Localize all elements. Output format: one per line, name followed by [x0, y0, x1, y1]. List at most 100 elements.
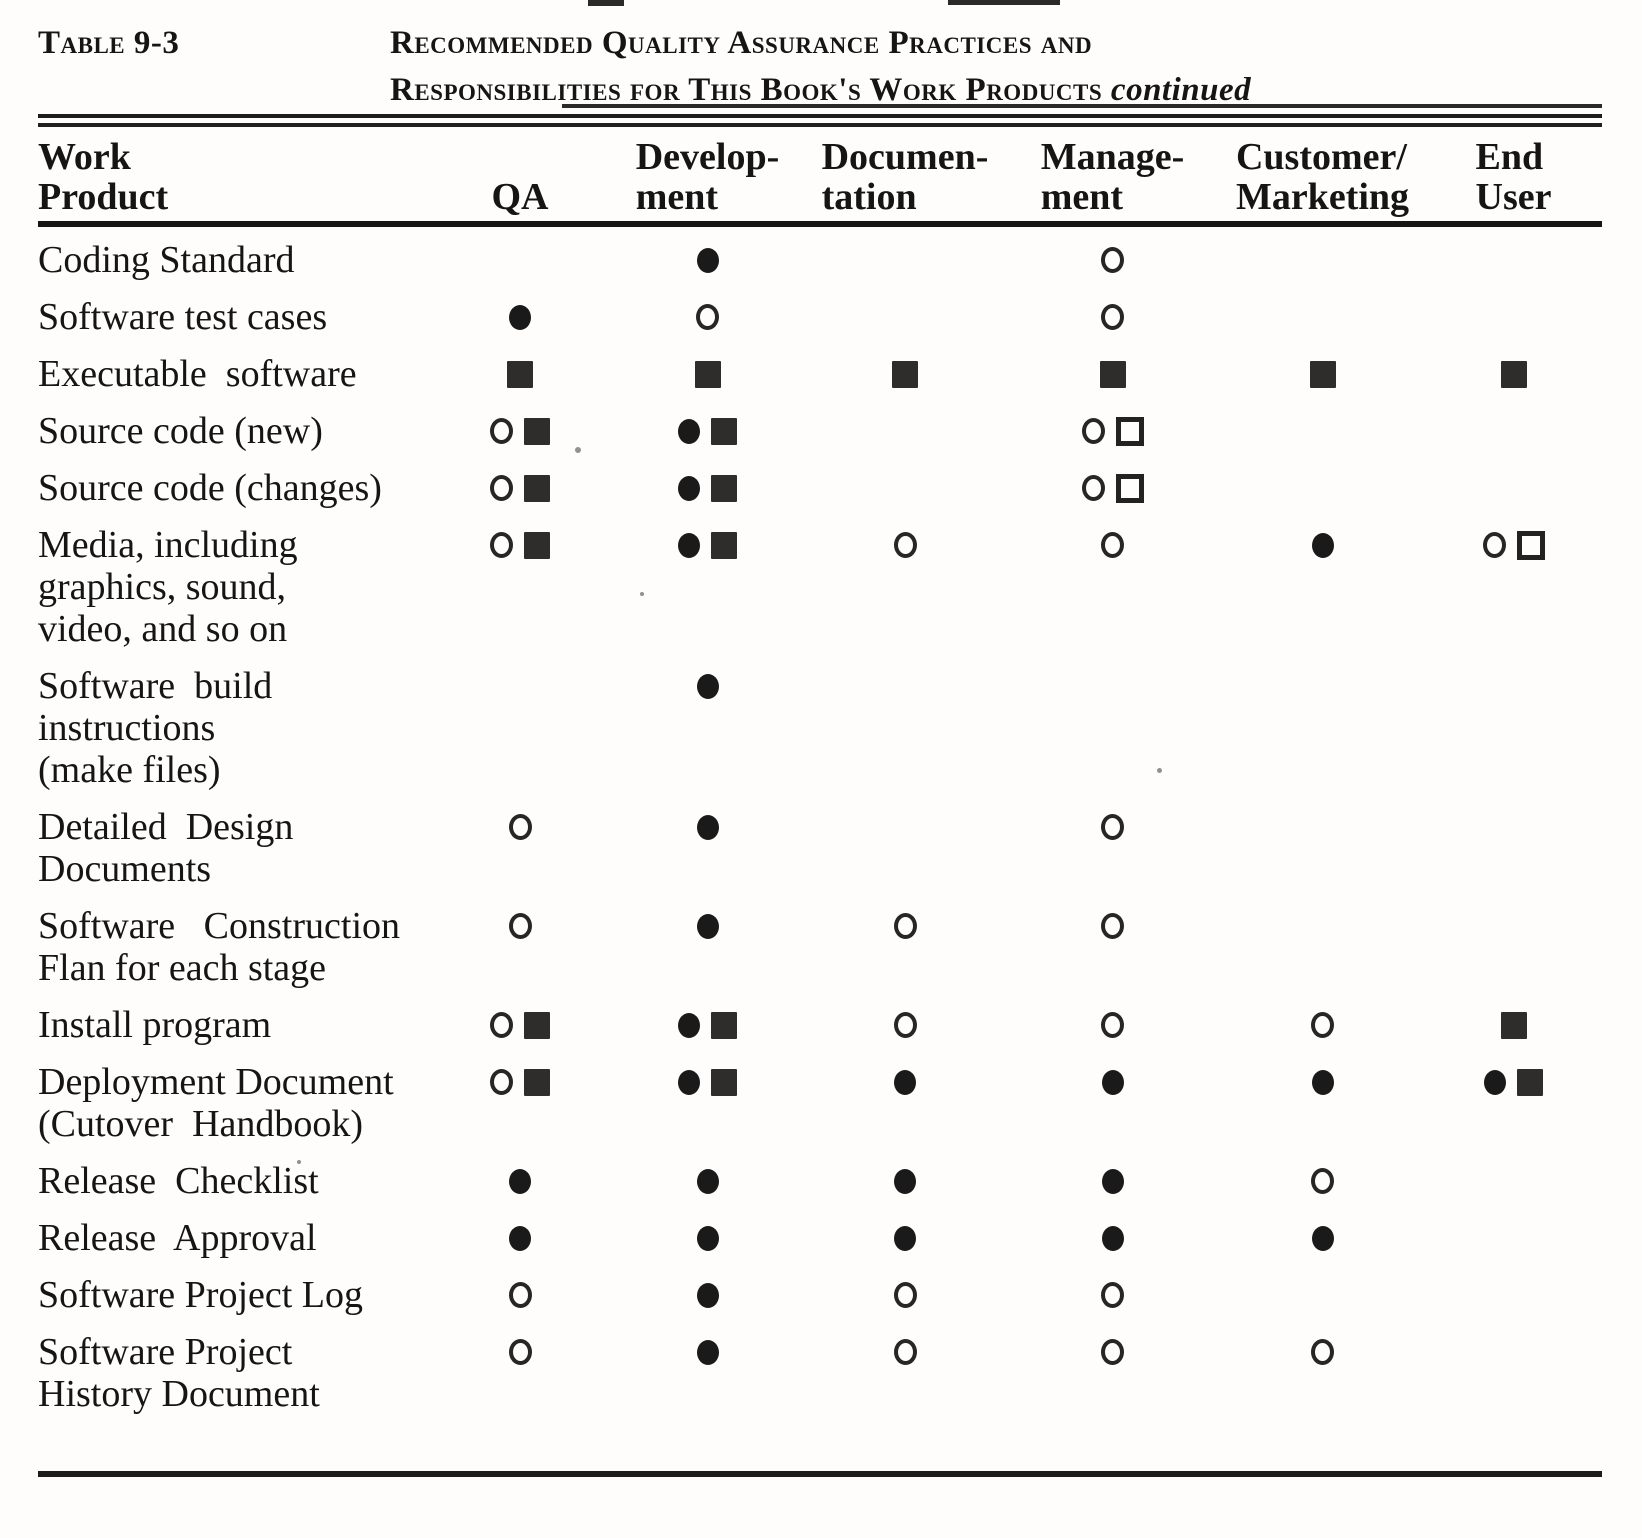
- symbol-cell-management: [1005, 1004, 1220, 1046]
- symbol-cell-customer-marketing: [1220, 467, 1425, 509]
- scan-artifact: [588, 0, 624, 6]
- symbol-cell-customer-marketing: [1220, 410, 1425, 452]
- work-product-label: Install program: [38, 1004, 430, 1046]
- symbol-cell-end-user: [1425, 239, 1602, 281]
- filled-circle-icon: [696, 1225, 719, 1251]
- filled-circle-icon: [678, 1069, 700, 1095]
- symbol-cell-qa: [430, 296, 610, 338]
- symbol-cell-qa: [430, 239, 610, 281]
- symbol-cell-management: [1005, 524, 1220, 566]
- scan-speck: [575, 447, 581, 453]
- table-row: Software Project History Document: [38, 1331, 1602, 1415]
- filled-circle-icon: [894, 1069, 916, 1095]
- work-product-line: (make files): [38, 749, 221, 791]
- filled-square-icon: [1517, 1068, 1543, 1096]
- work-product-line: Software build: [38, 665, 273, 707]
- open-circle-icon: [490, 418, 513, 444]
- column-header-end-user: End User: [1475, 136, 1552, 218]
- filled-square-icon: [711, 1068, 737, 1096]
- work-product-line: Coding Standard: [38, 239, 295, 281]
- open-circle-icon: [1311, 1012, 1334, 1038]
- symbol-cell-management: [1005, 296, 1220, 338]
- symbol-cell-documentation: [805, 296, 1005, 338]
- symbol-cell-documentation: [805, 665, 1005, 707]
- symbol-cell-management: [1005, 467, 1220, 509]
- symbol-cell-qa: [430, 665, 610, 707]
- symbol-cell-customer-marketing: [1220, 1004, 1425, 1046]
- work-product-line: Source code (changes): [38, 467, 382, 509]
- open-circle-icon: [1101, 1339, 1124, 1365]
- filled-circle-icon: [1484, 1069, 1506, 1095]
- open-circle-icon: [490, 1069, 513, 1095]
- scan-speck: [1157, 768, 1162, 773]
- open-circle-icon: [893, 1012, 917, 1038]
- work-product-line: Software Project Log: [38, 1274, 364, 1316]
- filled-circle-icon: [1311, 532, 1334, 558]
- filled-square-icon: [711, 531, 737, 559]
- symbol-cell-end-user: [1425, 524, 1602, 566]
- work-product-line: History Document: [38, 1373, 320, 1415]
- filled-circle-icon: [1101, 1168, 1124, 1194]
- symbol-cell-end-user: [1425, 1217, 1602, 1259]
- filled-circle-icon: [1311, 1225, 1334, 1251]
- symbol-cell-qa: [430, 410, 610, 452]
- column-header-work-product: Work Product: [38, 136, 169, 218]
- table-title-line2: Responsibilities for This Book's Work Pr…: [390, 72, 1252, 108]
- table-row: Release Approval: [38, 1217, 1602, 1259]
- open-circle-icon: [893, 1339, 917, 1365]
- symbol-cell-management: [1005, 1274, 1220, 1316]
- filled-square-icon: [1500, 360, 1527, 388]
- filled-square-icon: [892, 360, 918, 388]
- symbol-cell-end-user: [1425, 1004, 1602, 1046]
- symbol-cell-development: [610, 410, 805, 452]
- symbol-cell-qa: [430, 1217, 610, 1259]
- work-product-line: graphics, sound,: [38, 566, 287, 608]
- symbol-cell-development: [610, 905, 805, 947]
- symbol-cell-customer-marketing: [1220, 1274, 1425, 1316]
- open-circle-icon: [1101, 304, 1124, 330]
- column-header-customer-marketing: Customer/Marketing: [1235, 136, 1410, 218]
- filled-square-icon: [711, 474, 737, 502]
- open-circle-icon: [1101, 532, 1124, 558]
- symbol-cell-end-user: [1425, 1274, 1602, 1316]
- filled-circle-icon: [509, 1225, 531, 1251]
- work-product-line: Documents: [38, 848, 212, 890]
- symbol-cell-qa: [430, 1331, 610, 1373]
- symbol-cell-development: [610, 1274, 805, 1316]
- work-product-line: Flan for each stage: [38, 947, 327, 989]
- symbol-cell-management: [1005, 1217, 1220, 1259]
- symbol-cell-end-user: [1425, 296, 1602, 338]
- filled-circle-icon: [1101, 1069, 1124, 1095]
- work-product-line: Source code (new): [38, 410, 323, 452]
- symbol-cell-development: [610, 1160, 805, 1202]
- filled-circle-icon: [696, 814, 719, 840]
- work-product-label: Software build instructions (make files): [38, 665, 430, 791]
- symbol-cell-documentation: [805, 905, 1005, 947]
- symbol-cell-qa: [430, 524, 610, 566]
- symbol-cell-end-user: [1425, 665, 1602, 707]
- table-body: Coding Standard Software test cases Execut…: [38, 227, 1602, 1415]
- symbol-cell-qa: [430, 806, 610, 848]
- filled-circle-icon: [696, 1168, 719, 1194]
- symbol-cell-management: [1005, 1061, 1220, 1103]
- work-product-line: Executable software: [38, 353, 357, 395]
- symbol-cell-management: [1005, 665, 1220, 707]
- table-row: Source code (new): [38, 410, 1602, 452]
- symbol-cell-customer-marketing: [1220, 239, 1425, 281]
- work-product-label: Source code (changes): [38, 467, 430, 509]
- symbol-cell-customer-marketing: [1220, 1331, 1425, 1373]
- symbol-cell-documentation: [805, 1274, 1005, 1316]
- table-title: Recommended Quality Assurance Practices …: [390, 20, 1251, 114]
- work-product-line: video, and so on: [38, 608, 288, 650]
- open-square-icon: [1115, 473, 1144, 503]
- symbol-cell-end-user: [1425, 1331, 1602, 1373]
- table-title-line1: Recommended Quality Assurance Practices …: [390, 25, 1093, 61]
- column-header-management: Manage-ment: [1040, 136, 1185, 218]
- symbol-cell-development: [610, 524, 805, 566]
- symbol-cell-end-user: [1425, 905, 1602, 947]
- table-caption: Table 9-3 Recommended Quality Assurance …: [0, 0, 1642, 114]
- work-product-label: Release Checklist: [38, 1160, 430, 1202]
- symbol-cell-customer-marketing: [1220, 1160, 1425, 1202]
- filled-circle-icon: [696, 1282, 719, 1308]
- open-circle-icon: [1101, 1282, 1124, 1308]
